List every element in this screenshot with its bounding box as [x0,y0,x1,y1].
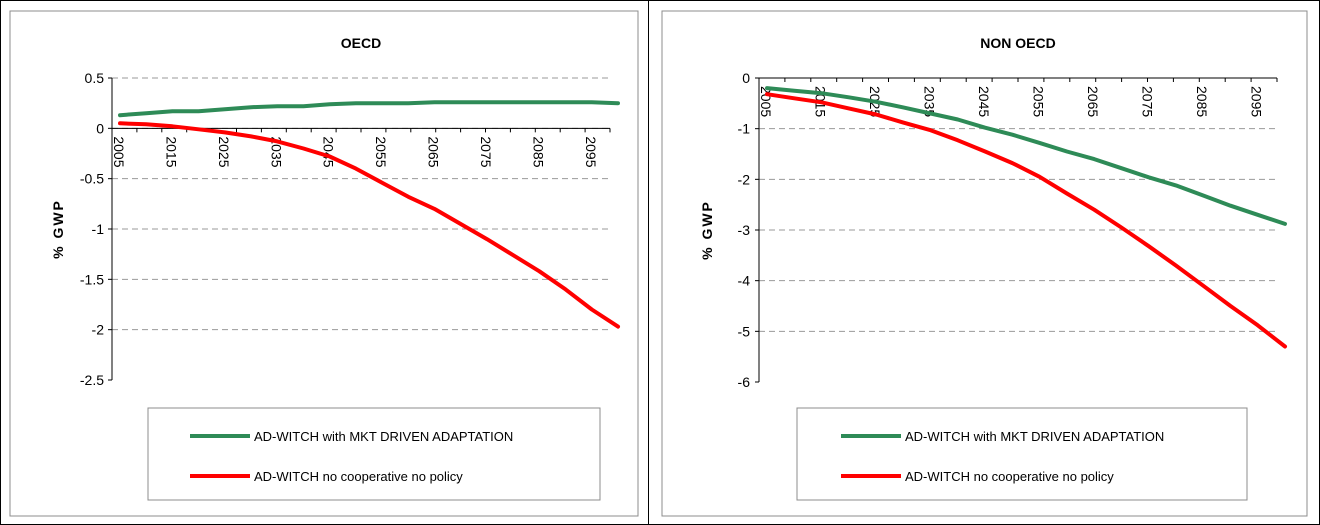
panel-divider [648,0,649,525]
x-tick-label: 2065 [426,136,442,167]
x-tick-label: 2085 [1194,86,1210,117]
x-tick-label: 2045 [321,136,337,167]
legend-label: AD-WITCH with MKT DRIVEN ADAPTATION [905,429,1164,444]
y-axis-label: % GWP [50,199,66,259]
y-axis-label: % GWP [699,200,715,260]
chart-title: NON OECD [980,35,1055,51]
chart-panel-non-oecd: 0 -1 -2 -3 -4 -5 -6 2005 2015 2025 2035 2045 2055 206… [649,0,1320,525]
legend-box [796,407,1248,501]
series-line-no-cooperative [765,92,1287,349]
y-tick-label: -2 [738,171,751,187]
y-tick-label: -6 [738,374,751,390]
y-tick-label: -5 [738,323,751,339]
x-tick-label: 2005 [111,136,127,167]
x-tick-label: 2075 [478,136,494,167]
series-line-mkt-driven-adaptation [765,86,1287,226]
legend-label: AD-WITCH no cooperative no policy [254,469,463,484]
y-tick-label: -1.5 [80,271,104,287]
chart-panel-oecd: 0.5 0 -0.5 -1 -1.5 -2 -2.5 2005 2015 2025 2035 2045… [0,0,648,525]
x-tick-label: 2085 [530,136,546,167]
y-tick-label: -4 [738,273,751,289]
legend-box [147,407,601,501]
y-tick-label: -3 [738,222,751,238]
y-tick-label: 0 [96,120,104,136]
x-tick-label: 2065 [1085,86,1101,117]
series-line-mkt-driven-adaptation [118,100,620,118]
x-tick-label: 2005 [758,86,774,117]
y-tick-label: -2 [92,322,105,338]
y-tick-label: -1 [92,221,105,237]
x-tick-label: 2015 [163,136,179,167]
series-line-no-cooperative [118,121,620,329]
x-tick-label: 2035 [922,86,938,117]
x-tick-label: 2095 [583,136,599,167]
x-tick-label: 2055 [1031,86,1047,117]
legend-label: AD-WITCH with MKT DRIVEN ADAPTATION [254,429,513,444]
x-tick-label: 2095 [1249,86,1265,117]
x-tick-label: 2045 [976,86,992,117]
legend-label: AD-WITCH no cooperative no policy [905,469,1114,484]
x-tick-label: 2075 [1140,86,1156,117]
y-tick-label: -0.5 [80,171,104,187]
chart-title: OECD [341,35,381,51]
x-tick-label: 2055 [373,136,389,167]
y-tick-label: -2.5 [80,372,104,388]
y-tick-label: 0 [742,70,750,86]
y-tick-label: 0.5 [85,70,105,86]
x-tick-label: 2025 [216,136,232,167]
y-tick-label: -1 [738,121,751,137]
